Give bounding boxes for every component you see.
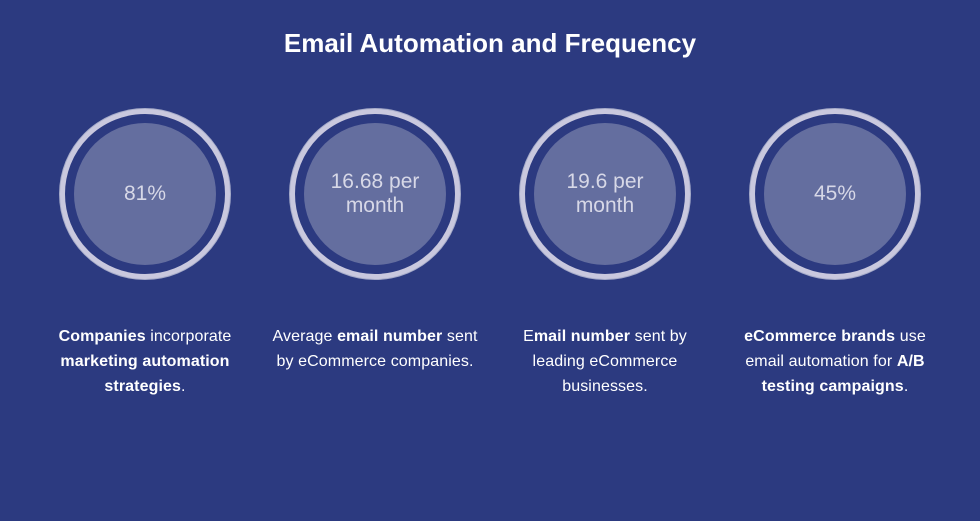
- stat-caption: Average email number sent by eCommerce c…: [270, 325, 480, 375]
- stat-value: 45%: [764, 123, 906, 265]
- stat-value: 16.68 per month: [304, 123, 446, 265]
- stat-caption: Companies incorporate marketing automati…: [40, 325, 250, 399]
- stat-caption: Email number sent by leading eCommerce b…: [500, 325, 710, 399]
- stat-circle: 16.68 per month: [290, 109, 460, 279]
- stats-row: 81% Companies incorporate marketing autom…: [0, 109, 980, 399]
- stat-value: 81%: [74, 123, 216, 265]
- stat-value: 19.6 per month: [534, 123, 676, 265]
- stat-caption: eCommerce brands use email automation fo…: [730, 325, 940, 399]
- stat-circle: 45%: [750, 109, 920, 279]
- infographic-canvas: Email Automation and Frequency 81% Compan…: [0, 0, 980, 521]
- page-title: Email Automation and Frequency: [0, 28, 980, 59]
- stat-circle: 81%: [60, 109, 230, 279]
- stat-item: 19.6 per month Email number sent by leadi…: [500, 109, 710, 399]
- stat-item: 81% Companies incorporate marketing autom…: [40, 109, 250, 399]
- stat-item: 16.68 per month Average email number sent…: [270, 109, 480, 375]
- stat-circle: 19.6 per month: [520, 109, 690, 279]
- stat-item: 45% eCommerce brands use email automation…: [730, 109, 940, 399]
